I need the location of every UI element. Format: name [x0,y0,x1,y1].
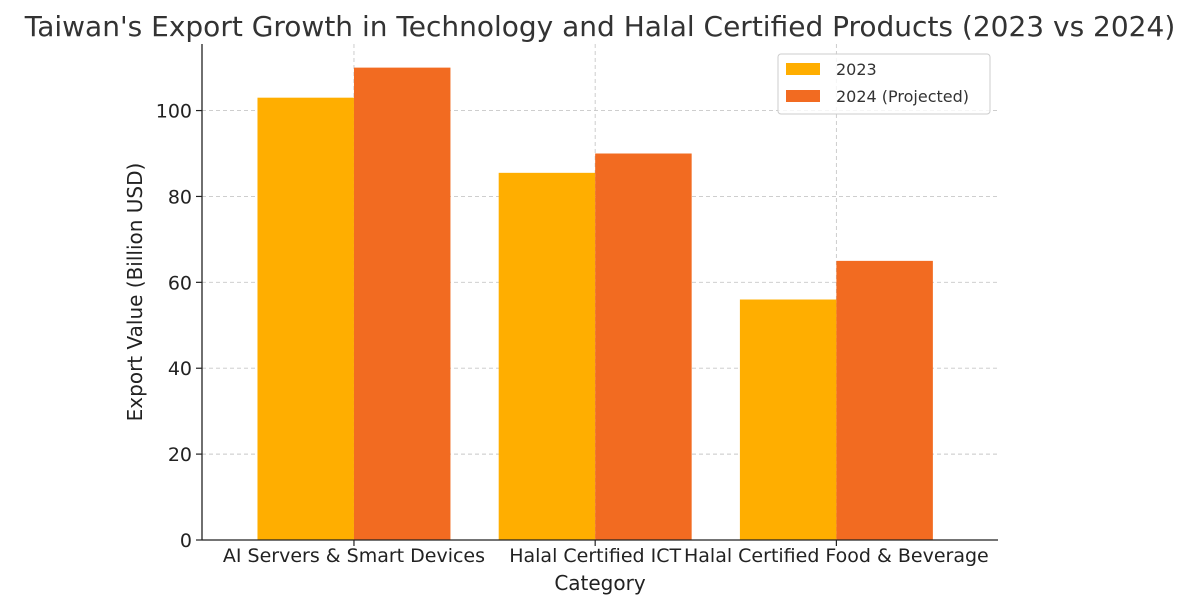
y-tick-label: 20 [168,444,192,466]
axes [201,44,998,541]
y-tick-label: 80 [168,186,192,208]
y-tick-label: 0 [180,530,192,552]
y-tick-label: 100 [156,101,192,123]
x-ticks: AI Servers & Smart Devices Halal Certifie… [223,540,989,567]
legend-swatch-2024 [786,90,820,102]
bar-2023-2 [739,299,837,540]
legend-box [777,53,991,115]
x-tick-label: Halal Certified ICT [509,545,681,567]
y-ticks: 0 20 40 60 80 100 [156,101,202,552]
legend-label-2024: 2024 (Projected) [836,87,969,106]
bars [257,67,933,540]
x-axis-title: Category [554,571,646,595]
bar-2024-0 [353,67,451,540]
y-tick-label: 40 [168,358,192,380]
y-axis-title: Export Value (Billion USD) [123,163,147,422]
x-tick-label: AI Servers & Smart Devices [223,545,485,567]
bar-2023-1 [498,172,596,540]
legend-swatch-2023 [786,63,820,75]
chart-title: Taiwan's Export Growth in Technology and… [24,10,1176,43]
x-tick-label: Halal Certified Food & Beverage [684,545,989,567]
bar-2024-2 [836,260,933,540]
legend-label-2023: 2023 [836,60,877,79]
bar-2023-0 [257,97,354,540]
legend: 2023 2024 (Projected) [777,53,991,115]
bar-2024-1 [595,153,692,540]
y-tick-label: 60 [168,272,192,294]
